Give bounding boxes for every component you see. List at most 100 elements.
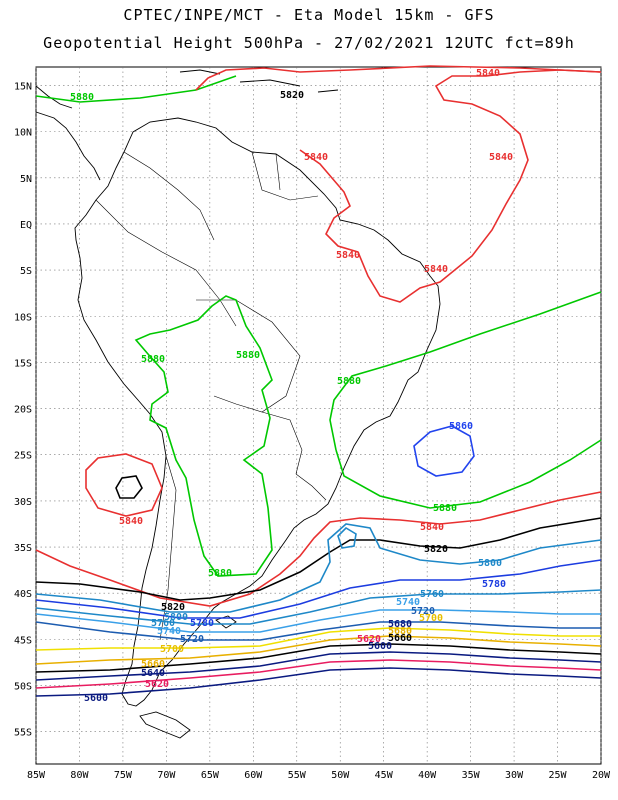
lat-tick-label-5S: 5S (20, 266, 32, 277)
lat-tick-label-25S: 25S (14, 451, 32, 462)
label-n1: 5640 (141, 668, 165, 679)
contour-5880-main (134, 295, 273, 577)
border-chile-argentina (159, 455, 177, 641)
contour-5860-high (413, 425, 475, 477)
label-k1: 5820 (280, 90, 304, 101)
label-s1: 5740 (396, 597, 420, 608)
tierra-del-fuego (139, 711, 191, 739)
lon-tick-label-75W: 75W (114, 770, 133, 781)
central-america-coast (35, 111, 101, 181)
contour-5840-low-west (85, 453, 163, 517)
contour-5820-main (35, 517, 602, 601)
border-paraguay (261, 411, 303, 475)
contour-5800-main (35, 523, 602, 613)
label-r2: 5840 (304, 152, 328, 163)
label-p2: 5620 (145, 679, 169, 690)
label-r1: 5840 (476, 68, 500, 79)
label-r7: 5840 (420, 522, 444, 533)
lat-tick-label-10S: 10S (14, 312, 32, 323)
axis-ticks: 85W 80W 75W 70W 65W 60W 55W 50W 45W 40W 35W 30W 25W 2… (14, 81, 611, 781)
border-guianas (251, 151, 319, 201)
label-r3: 5840 (489, 152, 513, 163)
contour-5800-low (337, 526, 357, 549)
contour-5620 (35, 659, 602, 689)
label-s2: 5740 (157, 626, 181, 637)
label-y1: 5700 (419, 613, 443, 624)
contour-5840-caribbean (299, 149, 359, 253)
contour-5640 (35, 651, 602, 681)
contour-5820-low-west (115, 475, 143, 499)
border-peru-brazil (95, 199, 237, 327)
label-d2: 5720 (180, 634, 204, 645)
south-america-coast (74, 117, 441, 707)
label-b2: 5780 (190, 618, 214, 629)
caribbean-islands (179, 69, 339, 93)
lat-tick-label-EQ: EQ (20, 220, 32, 231)
contour-5680 (35, 635, 602, 665)
map-title-line-1: CPTEC/INPE/MCT - Eta Model 15km - GFS (123, 6, 495, 24)
lat-tick-label-45S: 45S (14, 635, 32, 646)
label-r4: 5840 (336, 250, 360, 261)
map-frame (35, 66, 602, 765)
lon-tick-label-65W: 65W (201, 770, 220, 781)
lat-tick-label-50S: 50S (14, 682, 32, 693)
contour-labels: 5880 5880 5880 5880 5880 5880 5860 5840 … (70, 68, 513, 704)
lon-tick-label-55W: 55W (288, 770, 307, 781)
lat-tick-label-15N: 15N (14, 81, 32, 92)
label-c1: 5800 (478, 558, 502, 569)
lat-tick-label-5N: 5N (20, 174, 32, 185)
label-o1: 5680 (388, 619, 412, 630)
label-g6: 5880 (208, 568, 232, 579)
label-k2: 5820 (424, 544, 448, 555)
label-k4: 5660 (388, 633, 412, 644)
lat-tick-label-20S: 20S (14, 405, 32, 416)
lat-tick-label-10N: 10N (14, 128, 32, 139)
lon-tick-label-25W: 25W (549, 770, 568, 781)
height-contours (35, 65, 602, 697)
contour-5720 (35, 621, 601, 641)
label-d1: 5720 (411, 606, 435, 617)
label-g4: 5880 (337, 376, 361, 387)
lat-tick-label-15S: 15S (14, 358, 32, 369)
label-r5: 5840 (424, 264, 448, 275)
lon-tick-label-80W: 80W (70, 770, 89, 781)
border-bolivia (196, 299, 301, 413)
contour-5840-atlantic (357, 69, 602, 303)
label-b1: 5780 (482, 579, 506, 590)
lon-tick-label-85W: 85W (27, 770, 46, 781)
label-o2: 5680 (388, 626, 412, 637)
map-title-line-2: Geopotential Height 500hPa - 27/02/2021 … (43, 34, 575, 52)
contour-5760 (35, 589, 602, 625)
contour-5840-north (195, 65, 601, 91)
label-g1: 5880 (70, 92, 94, 103)
label-k5: 5660 (141, 659, 165, 670)
label-k3: 5820 (161, 602, 185, 613)
lon-tick-label-40W: 40W (418, 770, 437, 781)
label-blue-high: 5860 (449, 421, 473, 432)
country-borders (95, 151, 327, 641)
lon-tick-label-70W: 70W (157, 770, 176, 781)
lon-tick-label-50W: 50W (331, 770, 350, 781)
lon-tick-label-45W: 45W (375, 770, 394, 781)
lon-tick-label-20W: 20W (592, 770, 611, 781)
label-c2: 5800 (164, 612, 188, 623)
label-p1: 5620 (357, 634, 381, 645)
contour-5780 (35, 559, 602, 619)
lon-tick-label-35W: 35W (462, 770, 481, 781)
label-g5: 5880 (433, 503, 457, 514)
border-uruguay (295, 473, 327, 501)
label-n2: 5600 (368, 641, 392, 652)
label-g2: 5880 (141, 354, 165, 365)
lat-tick-label-35S: 35S (14, 543, 32, 554)
contour-5880-north (35, 75, 237, 103)
label-n3: 5600 (84, 693, 108, 704)
lat-tick-label-40S: 40S (14, 589, 32, 600)
contour-5600 (35, 667, 602, 697)
contour-5880-south (335, 439, 602, 509)
contour-5740 (35, 609, 601, 633)
lon-tick-label-60W: 60W (244, 770, 263, 781)
label-g3: 5880 (236, 350, 260, 361)
contour-5660 (35, 643, 602, 673)
lat-tick-label-55S: 55S (14, 728, 32, 739)
